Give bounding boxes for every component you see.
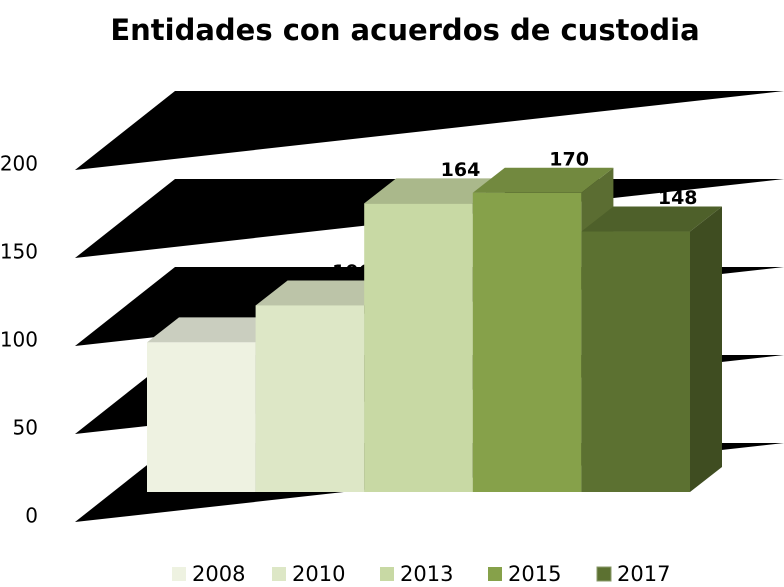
legend-swatch <box>596 566 612 582</box>
bar <box>255 305 365 492</box>
bar-top <box>255 280 397 306</box>
bar <box>581 231 690 492</box>
bar-side <box>690 206 722 492</box>
legend-swatch <box>272 567 286 581</box>
data-label: 106 <box>332 261 372 283</box>
bar-top <box>147 317 288 343</box>
legend-label: 2008 <box>192 562 245 586</box>
legend-label: 2017 <box>617 562 670 586</box>
data-label: 170 <box>549 148 589 170</box>
data-label: 148 <box>658 187 698 209</box>
legend-swatch <box>488 567 502 581</box>
chart-title: Entidades con acuerdos de custodia <box>110 13 699 47</box>
legend-swatch <box>172 567 186 581</box>
bar <box>472 192 582 493</box>
legend-swatch <box>380 567 394 581</box>
legend-label: 2010 <box>292 562 345 586</box>
y-tick-label: 100 <box>0 328 38 352</box>
y-tick-label: 200 <box>0 152 38 176</box>
y-tick-label: 0 <box>25 504 38 528</box>
data-label: 85 <box>230 298 256 320</box>
bar-top <box>472 167 614 193</box>
y-tick-label: 150 <box>0 240 38 264</box>
data-label: 164 <box>441 159 481 181</box>
bar-top <box>364 178 505 204</box>
bar <box>147 342 256 492</box>
y-tick-label: 50 <box>13 416 38 440</box>
bar-top <box>581 206 722 232</box>
bar <box>364 203 473 493</box>
legend-label: 2015 <box>508 562 561 586</box>
legend-label: 2013 <box>400 562 453 586</box>
grid-line <box>75 91 784 170</box>
